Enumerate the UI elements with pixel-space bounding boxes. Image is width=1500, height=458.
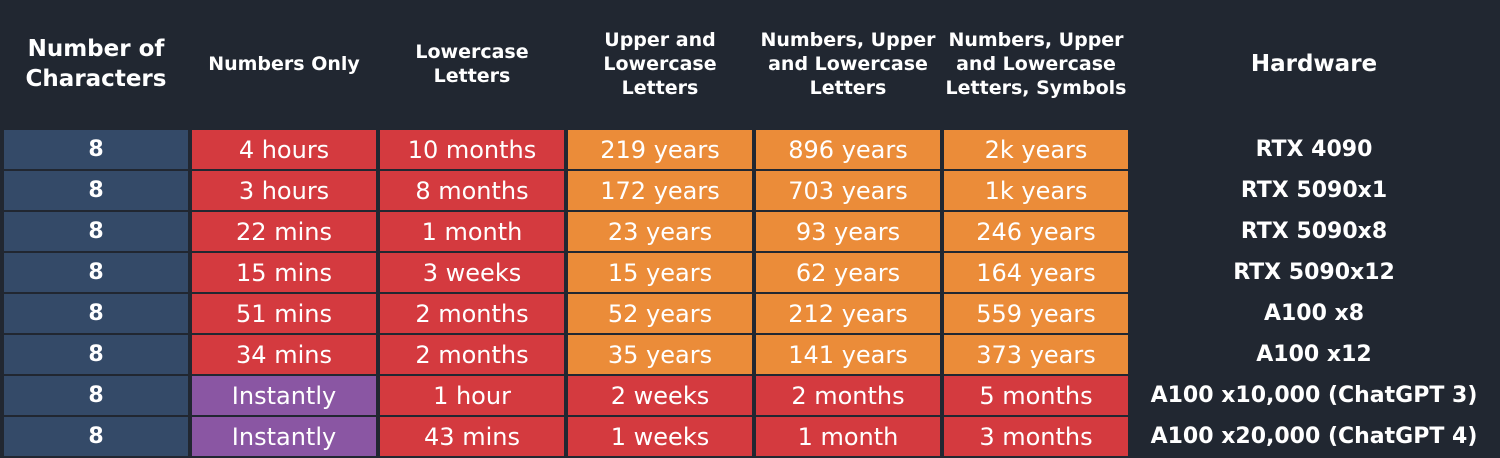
cell-numbers-only: Instantly <box>192 417 376 456</box>
header-numbers-upper-lower: Numbers, Upper and Lowercase Letters <box>760 29 936 99</box>
cell-lowercase: 43 mins <box>380 417 564 456</box>
cell-lowercase: 3 weeks <box>380 253 564 292</box>
cell-numbers-upper-lower: 62 years <box>756 253 940 292</box>
cell-numbers-only: Instantly <box>192 376 376 415</box>
header-lowercase: Lowercase Letters <box>415 41 529 87</box>
header-numbers-only: Numbers Only <box>208 53 360 75</box>
cell-lowercase: 10 months <box>380 130 564 169</box>
cell-hardware: RTX 5090x8 <box>1132 212 1496 251</box>
cell-numbers-upper-lower: 1 month <box>756 417 940 456</box>
cell-numbers-upper-lower-symbols: 164 years <box>944 253 1128 292</box>
cell-numbers-upper-lower-symbols: 373 years <box>944 335 1128 374</box>
header-hardware: Hardware <box>1250 51 1378 77</box>
cell-characters: 8 <box>4 171 188 210</box>
cell-hardware: RTX 5090x12 <box>1132 253 1496 292</box>
cell-numbers-only: 51 mins <box>192 294 376 333</box>
cell-characters: 8 <box>4 335 188 374</box>
cell-characters: 8 <box>4 376 188 415</box>
cell-numbers-upper-lower-symbols: 5 months <box>944 376 1128 415</box>
cell-hardware: A100 x10,000 (ChatGPT 3) <box>1132 376 1496 415</box>
cell-characters: 8 <box>4 130 188 169</box>
cell-lowercase: 8 months <box>380 171 564 210</box>
cell-characters: 8 <box>4 253 188 292</box>
header-upper-lower: Upper and Lowercase Letters <box>603 29 717 99</box>
cell-upper-lower: 219 years <box>568 130 752 169</box>
cell-numbers-upper-lower-symbols: 246 years <box>944 212 1128 251</box>
cell-numbers-upper-lower: 141 years <box>756 335 940 374</box>
cell-characters: 8 <box>4 417 188 456</box>
cell-lowercase: 1 month <box>380 212 564 251</box>
cell-numbers-upper-lower: 212 years <box>756 294 940 333</box>
cell-numbers-only: 34 mins <box>192 335 376 374</box>
cell-numbers-upper-lower-symbols: 1k years <box>944 171 1128 210</box>
cell-characters: 8 <box>4 294 188 333</box>
cell-upper-lower: 15 years <box>568 253 752 292</box>
cell-numbers-only: 3 hours <box>192 171 376 210</box>
cell-numbers-upper-lower-symbols: 2k years <box>944 130 1128 169</box>
cell-upper-lower: 172 years <box>568 171 752 210</box>
cell-upper-lower: 1 weeks <box>568 417 752 456</box>
cell-upper-lower: 2 weeks <box>568 376 752 415</box>
cell-hardware: RTX 4090 <box>1132 130 1496 169</box>
cell-numbers-only: 4 hours <box>192 130 376 169</box>
header-characters: Number of Characters <box>25 36 167 92</box>
cell-numbers-upper-lower: 703 years <box>756 171 940 210</box>
cell-upper-lower: 52 years <box>568 294 752 333</box>
cell-hardware: A100 x8 <box>1132 294 1496 333</box>
cell-numbers-upper-lower: 2 months <box>756 376 940 415</box>
cell-lowercase: 1 hour <box>380 376 564 415</box>
cell-numbers-upper-lower: 896 years <box>756 130 940 169</box>
cell-hardware: A100 x20,000 (ChatGPT 4) <box>1132 417 1496 456</box>
cell-numbers-only: 22 mins <box>192 212 376 251</box>
header-numbers-upper-lower-symbols: Numbers, Upper and Lowercase Letters, Sy… <box>945 29 1127 99</box>
cell-numbers-upper-lower: 93 years <box>756 212 940 251</box>
cell-upper-lower: 23 years <box>568 212 752 251</box>
cell-lowercase: 2 months <box>380 335 564 374</box>
cell-hardware: RTX 5090x1 <box>1132 171 1496 210</box>
cell-upper-lower: 35 years <box>568 335 752 374</box>
cell-hardware: A100 x12 <box>1132 335 1496 374</box>
cell-characters: 8 <box>4 212 188 251</box>
cell-numbers-upper-lower-symbols: 559 years <box>944 294 1128 333</box>
cell-numbers-upper-lower-symbols: 3 months <box>944 417 1128 456</box>
cell-lowercase: 2 months <box>380 294 564 333</box>
cell-numbers-only: 15 mins <box>192 253 376 292</box>
